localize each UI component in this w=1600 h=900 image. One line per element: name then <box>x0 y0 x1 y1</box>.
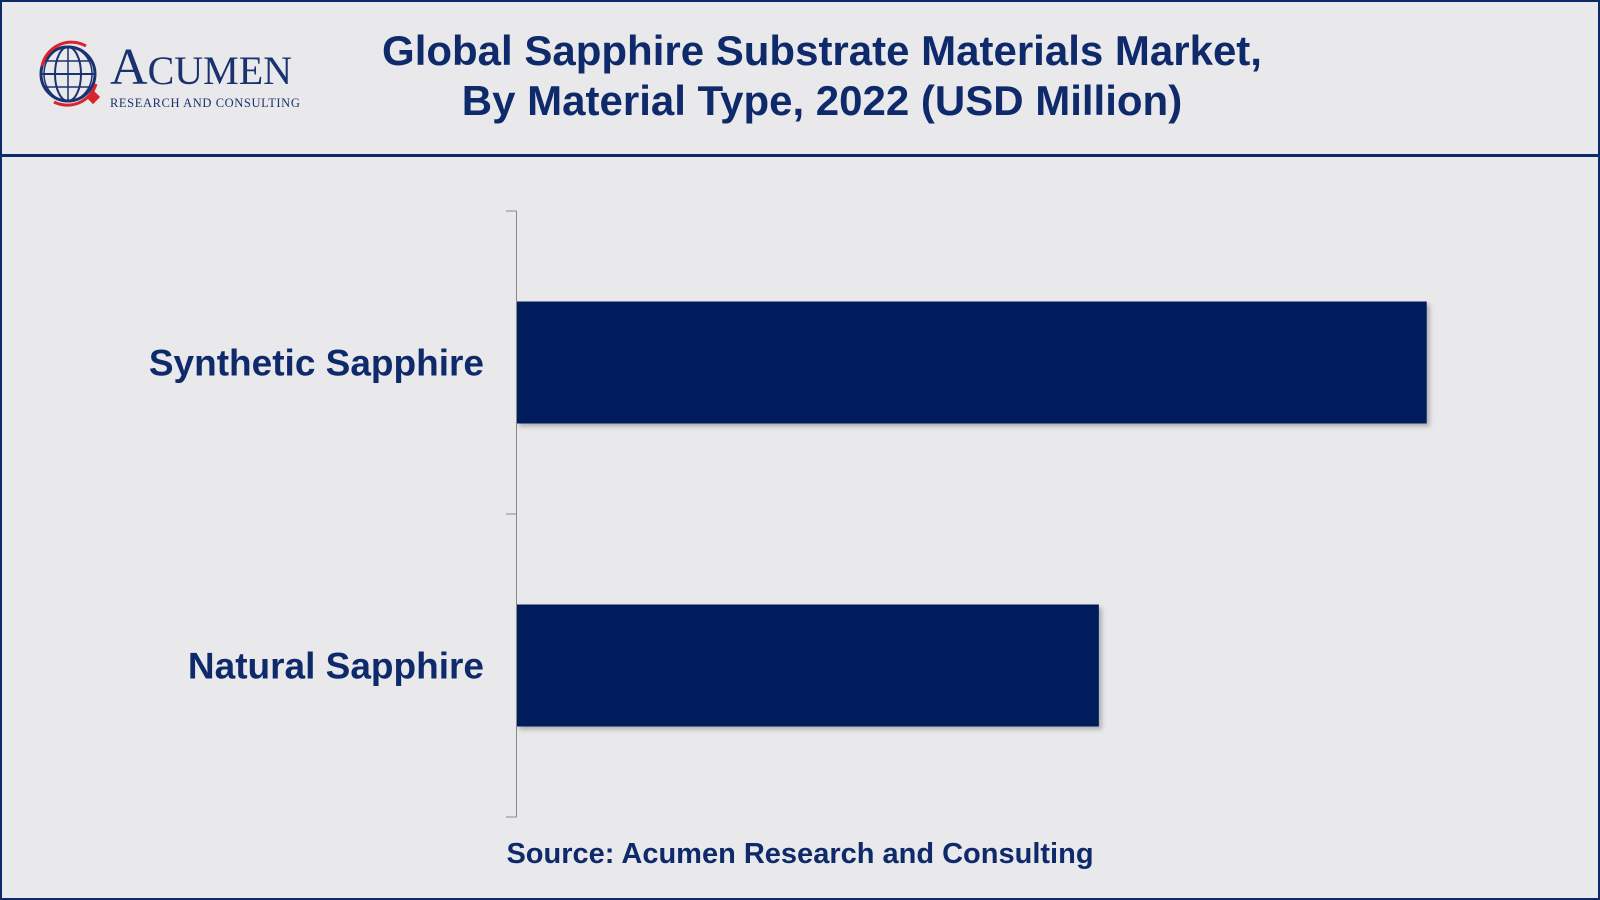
source-note: Source: Acumen Research and Consulting <box>506 838 1094 870</box>
header: ACUMEN RESEARCH AND CONSULTING Global Sa… <box>2 2 1598 157</box>
logo-subtitle: RESEARCH AND CONSULTING <box>110 96 301 110</box>
chart-title: Global Sapphire Substrate Materials Mark… <box>347 26 1297 126</box>
chart-title-line-2: By Material Type, 2022 (USD Million) <box>461 77 1183 124</box>
bar-chart: Synthetic Sapphire Natural Sapphire <box>149 210 1427 818</box>
chart-title-line-1: Global Sapphire Substrate Materials Mark… <box>382 27 1262 74</box>
logo-wordmark: ACUMEN <box>110 39 293 96</box>
bar-synthetic-sapphire <box>516 301 1427 424</box>
bar-natural-sapphire <box>516 604 1099 727</box>
logo: ACUMEN RESEARCH AND CONSULTING <box>34 36 344 116</box>
category-label: Natural Sapphire <box>188 646 484 687</box>
category-label: Synthetic Sapphire <box>149 343 484 384</box>
globe-logo-icon <box>39 40 101 107</box>
